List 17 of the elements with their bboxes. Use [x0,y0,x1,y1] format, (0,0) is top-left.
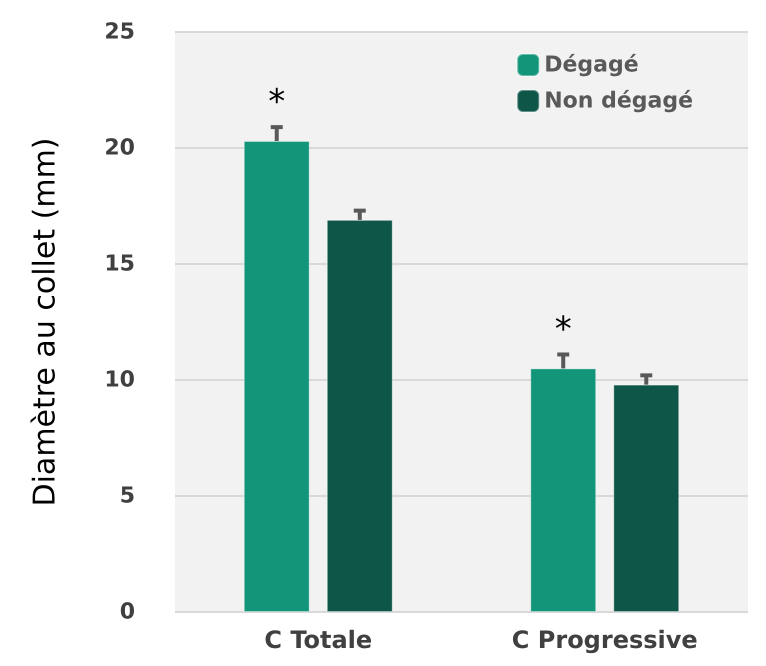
y-tick-label: 10 [104,368,135,392]
y-tick-label: 25 [104,20,135,44]
bar [244,141,310,612]
bar [613,384,680,612]
x-tick-label: C Progressive [512,626,698,654]
bar [326,220,393,612]
legend-label: Non dégagé [544,88,693,114]
y-tick-label: 5 [120,484,135,508]
x-tick-label: C Totale [264,626,372,654]
bar [530,368,596,612]
y-tick-label: 20 [104,136,135,160]
legend-label: Dégagé [544,52,639,78]
y-tick-label: 0 [120,600,135,624]
y-axis-title: Diamètre au collet (mm) [28,138,62,506]
annotation: * [554,309,572,350]
annotation: * [268,82,286,122]
y-tick-label: 15 [104,252,135,276]
